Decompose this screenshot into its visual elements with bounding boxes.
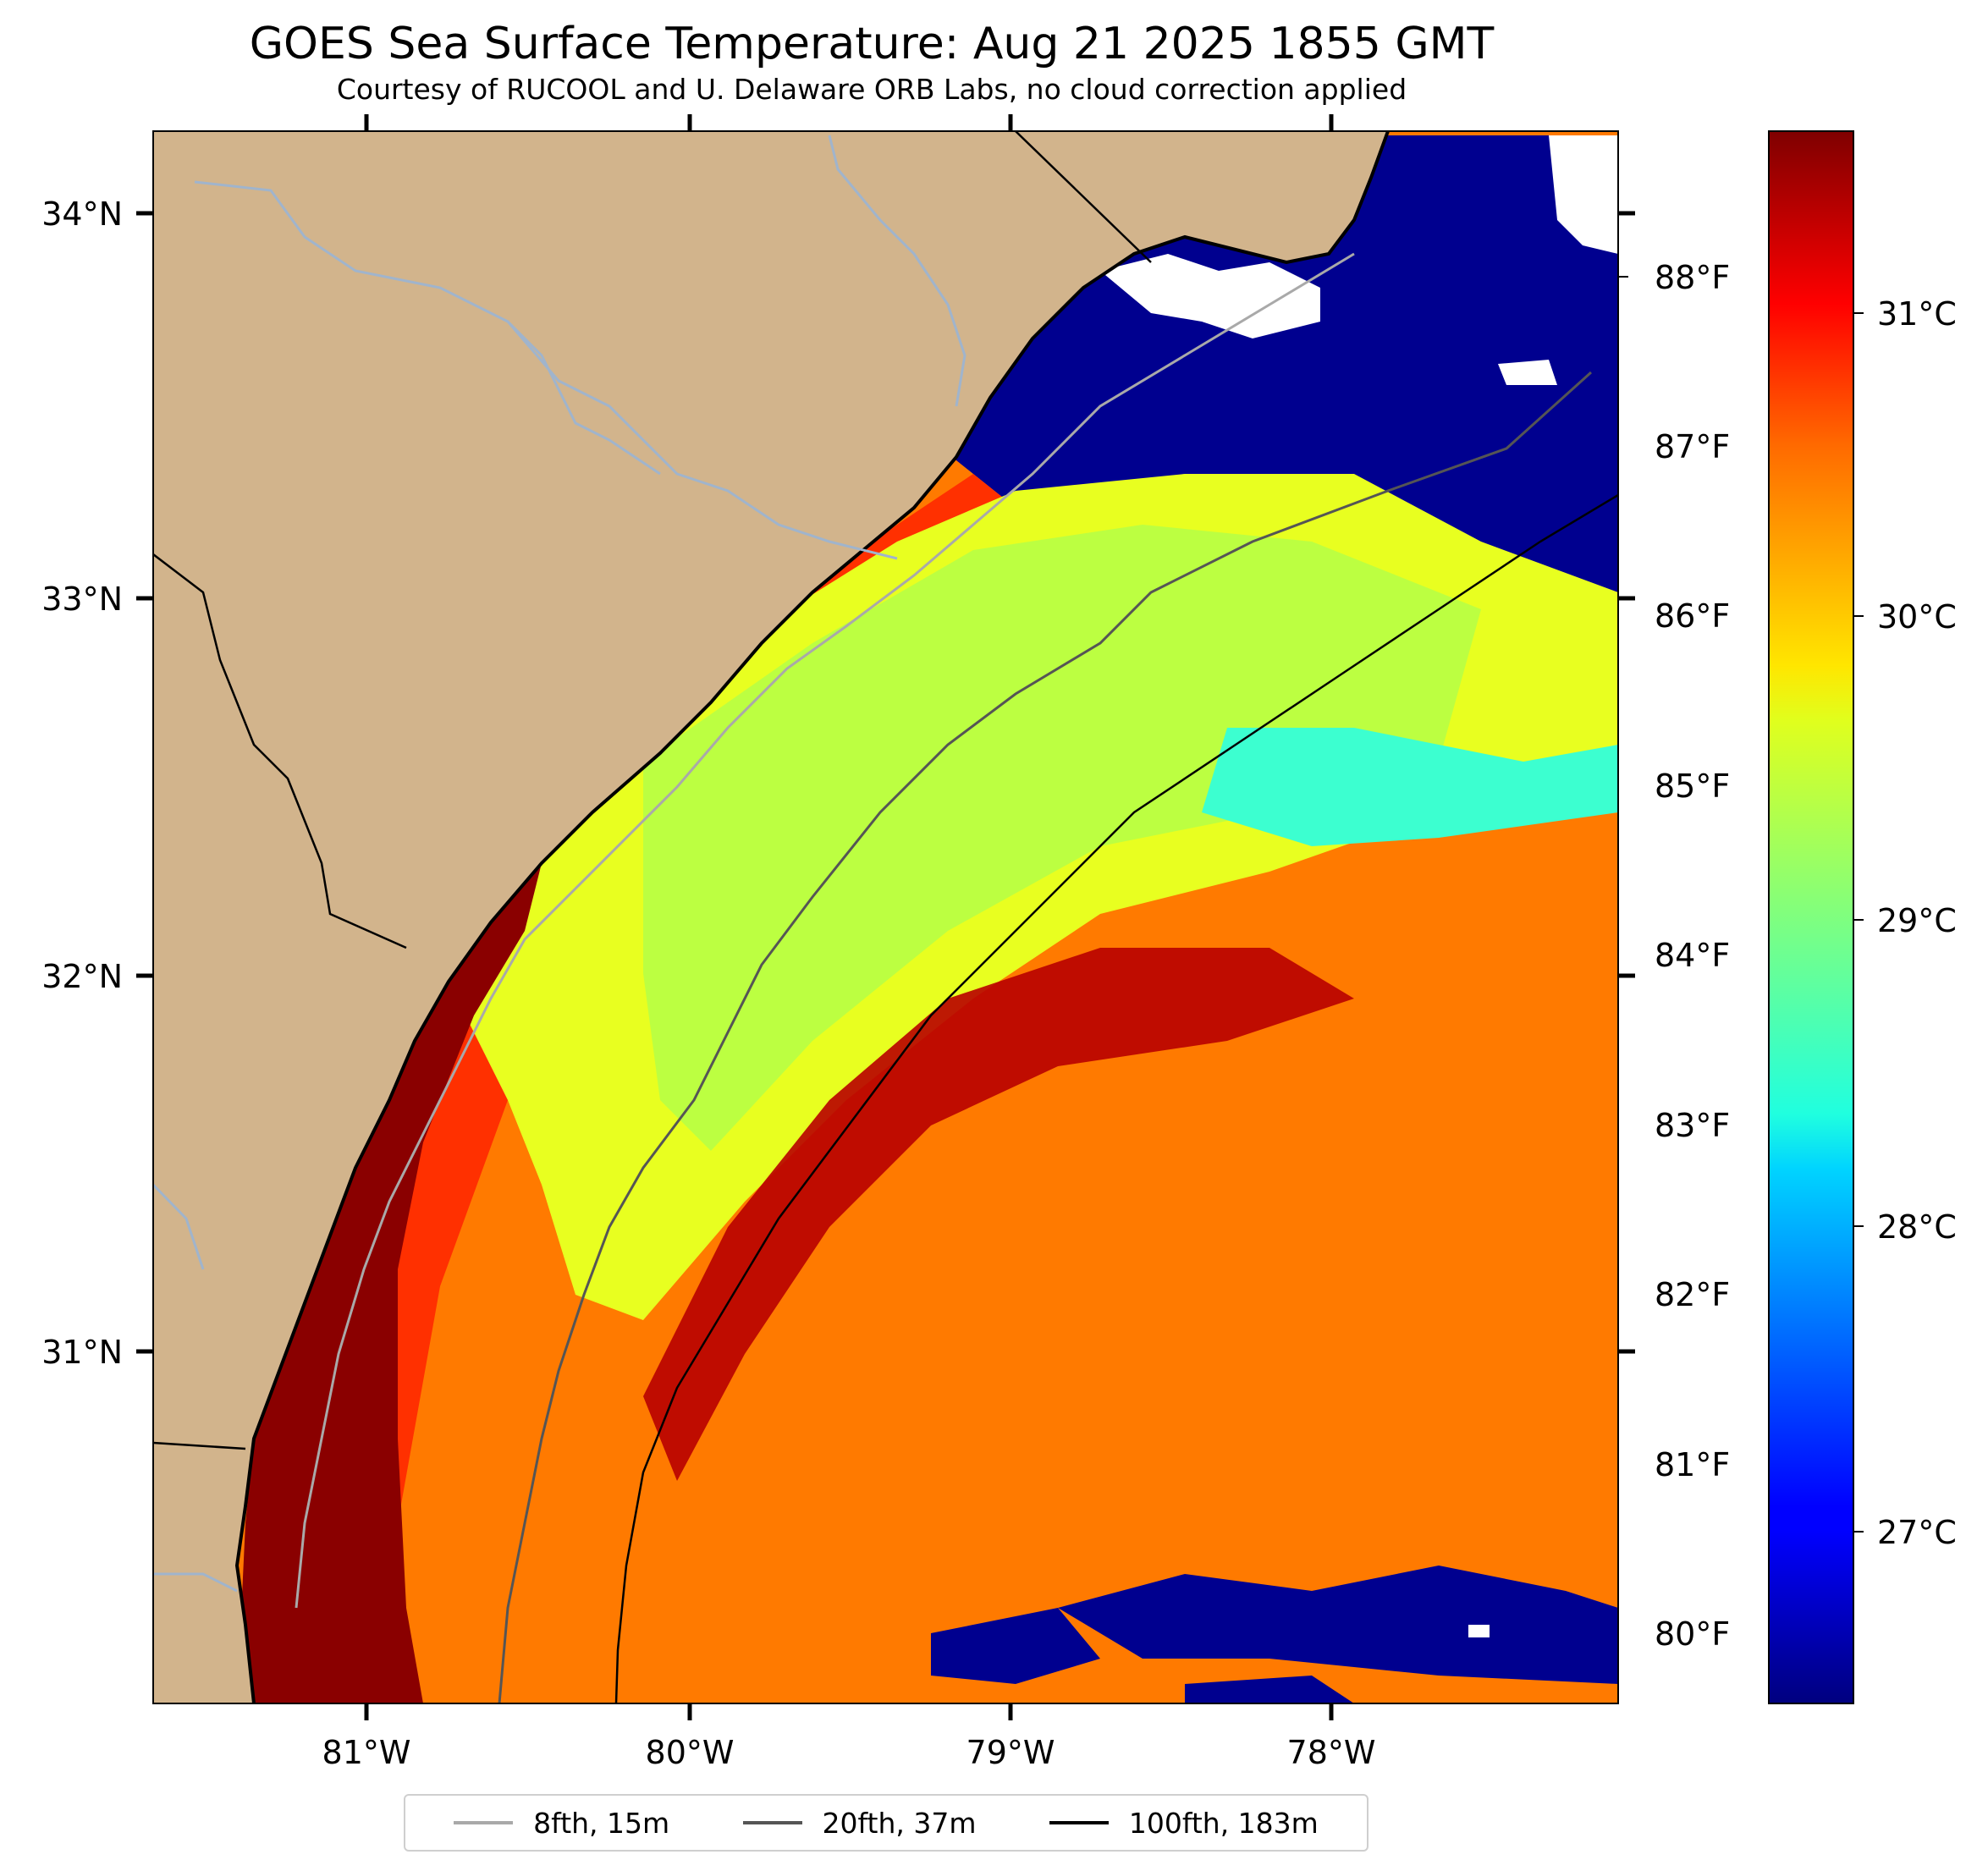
c-tick-30: 30°C [1877,598,1957,636]
f-tick-83: 83°F [1655,1107,1730,1144]
legend-label-20fth: 20fth, 37m [822,1806,977,1840]
f-tick-81: 81°F [1655,1446,1730,1483]
lat-tick-31: 31°N [41,1334,123,1371]
cold-water-south [1058,1566,1618,1684]
sst-map-area [153,131,1618,1703]
gulf-stream-core [643,948,1354,1481]
river-st-marys [153,1572,238,1593]
f-tick-82: 82°F [1655,1276,1730,1313]
isobath-legend: 8fth, 15m 20fth, 37m 100fth, 183m [404,1794,1368,1852]
lat-tick-32: 32°N [41,958,123,995]
coastline [234,131,1390,1703]
isobath-20fth [498,371,1593,1703]
mid-shelf-green [643,525,1481,1151]
longitude-axis-bottom: 81°W 80°W 79°W 78°W [322,1703,1376,1771]
f-tick-88: 88°F [1655,259,1730,296]
river-pee-dee [194,180,898,560]
f-tick-84: 84°F [1655,937,1730,974]
fahrenheit-axis: 88°F 87°F 86°F 85°F 84°F 83°F 82°F 81°F … [1618,259,1730,1653]
state-border-sc-ga [153,553,407,949]
legend-label-100fth: 100fth, 183m [1128,1806,1319,1840]
longitude-ticks-top [364,114,1334,131]
celsius-axis: 31°C 30°C 29°C 28°C 27°C [1853,295,1957,1551]
lon-tick-80: 80°W [646,1734,735,1771]
latitude-ticks-right [1618,211,1635,1354]
legend-line-20fth [742,1821,802,1824]
river-tributary [506,320,661,476]
legend-item-20fth: 20fth, 37m [742,1806,977,1840]
lon-tick-79: 79°W [966,1734,1055,1771]
map-frame [152,130,1619,1704]
colorbar [1768,130,1854,1704]
land-mass [153,131,1388,1703]
cloud-patch-4 [1468,1625,1490,1637]
cyan-front [1202,728,1618,846]
latitude-axis-left: 34°N 33°N 32°N 31°N [41,195,153,1371]
lat-tick-34: 34°N [41,195,123,233]
lat-tick-33: 33°N [41,581,123,618]
map-title: GOES Sea Surface Temperature: Aug 21 202… [249,19,1495,69]
f-tick-85: 85°F [1655,768,1730,805]
f-tick-86: 86°F [1655,597,1730,635]
cloud-patch-2 [1549,135,1618,254]
c-tick-31: 31°C [1877,295,1957,333]
legend-line-100fth [1049,1821,1109,1824]
lon-tick-81: 81°W [322,1734,411,1771]
c-tick-28: 28°C [1877,1208,1957,1246]
f-tick-87: 87°F [1655,428,1730,465]
river-waccamaw [828,135,966,407]
state-border-ga-fl [153,1441,246,1450]
f-tick-80: 80°F [1655,1615,1730,1653]
lon-tick-78: 78°W [1287,1734,1376,1771]
cold-water-south-edge [1185,1676,1354,1703]
legend-item-8fth: 8fth, 15m [454,1807,669,1840]
cloud-patch-1 [1100,254,1320,338]
c-tick-29: 29°C [1877,902,1957,939]
legend-label-8fth: 8fth, 15m [533,1806,670,1840]
legend-line-8fth [454,1821,514,1824]
map-subtitle: Courtesy of RUCOOL and U. Delaware ORB L… [336,73,1407,106]
state-border-nc-sc [1015,131,1152,263]
cloud-patch-3 [1498,360,1557,385]
isobath-100fth [614,493,1618,1703]
c-tick-27: 27°C [1877,1514,1957,1551]
coastal-hot-strip [237,846,542,1703]
river-altamaha [153,1183,205,1270]
cold-water-south-small [931,1608,1100,1684]
isobath-8fth [295,252,1355,1609]
legend-item-100fth: 100fth, 183m [1049,1807,1319,1840]
